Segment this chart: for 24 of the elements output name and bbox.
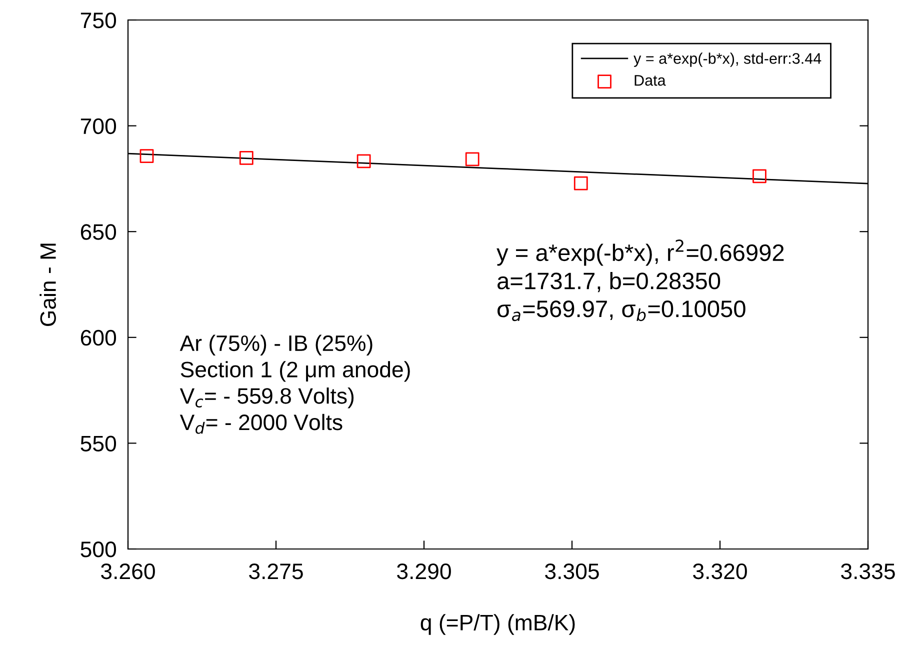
y-tick-label: 650: [80, 224, 116, 240]
y-tick-label: 550: [80, 436, 116, 452]
text: y = a*exp(-b*x), r$^{2}$=0.66992 a=1731.7, b=0.28350 σ$_{a}$=569.97, σ$_{b}$=0.10050: [496, 240, 784, 322]
point: [239, 151, 254, 165]
x-tick-label: 3.275: [249, 563, 303, 580]
y-tick-label: 700: [80, 118, 116, 134]
point: [356, 154, 371, 168]
x-tick-label: 3.260: [101, 563, 155, 580]
point: [752, 169, 766, 184]
y-tick-label: 500: [80, 542, 116, 558]
x-tick-label: 3.320: [693, 563, 747, 580]
x-tick-label: 3.335: [841, 563, 895, 580]
annotation: Ar (75%) - IB (25%) Section 1 (2 μm anode) V$_{c}$= - 559.8 Volts) V$_{d}$= - 2000 Volts: [180, 334, 410, 434]
y-axis-title: Gain - M: [40, 244, 56, 326]
x-tick-label: 3.305: [545, 563, 599, 580]
legend-label: y = a*exp(-b*x), std-err:3.44: [634, 52, 822, 67]
legend-label: Data: [634, 75, 666, 86]
point: [574, 176, 588, 190]
y-tick-label: 750: [80, 12, 116, 28]
x-axis-title: q (=P/T) (mB/K): [420, 614, 575, 635]
y-tick-label: 600: [80, 330, 116, 346]
point: [140, 149, 154, 164]
x-tick-label: 3.290: [397, 563, 451, 580]
point: [465, 152, 480, 166]
